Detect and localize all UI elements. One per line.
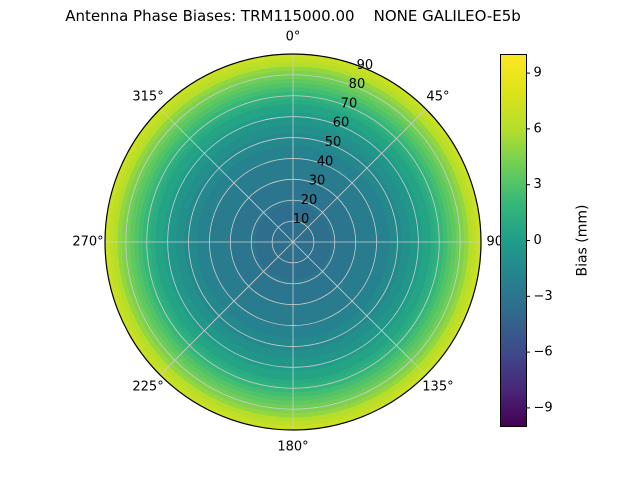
colorbar-tick-label: 3 <box>534 177 542 192</box>
polar-outline <box>104 53 482 431</box>
theta-tick-label: 270° <box>72 235 103 250</box>
colorbar-bar <box>500 54 527 427</box>
colorbar: 9 6 3 0 −3 −6 −9 Bias (mm) <box>500 54 591 427</box>
colorbar-tick-label: −3 <box>534 289 553 304</box>
radius-tick-label: 80 <box>349 77 366 92</box>
radius-tick-label: 40 <box>317 154 334 169</box>
radius-tick-label: 20 <box>301 193 318 208</box>
theta-tick-label: 0° <box>286 30 301 45</box>
theta-tick-label: 45° <box>426 90 449 105</box>
theta-tick-label: 225° <box>132 379 163 394</box>
radius-tick-label: 50 <box>325 135 342 150</box>
colorbar-tick-label: −9 <box>534 400 553 415</box>
radius-tick-label: 30 <box>309 174 326 189</box>
colorbar-tick-label: 0 <box>534 233 542 248</box>
theta-gridline <box>292 108 427 243</box>
theta-tick-label: 315° <box>132 90 163 105</box>
colorbar-tick-label: 9 <box>534 66 542 81</box>
radius-tick-label: 60 <box>333 116 350 131</box>
theta-gridline <box>159 241 294 376</box>
theta-gridline <box>159 108 294 243</box>
colorbar-axis-label: Bias (mm) <box>575 204 591 276</box>
theta-tick-label: 135° <box>422 379 453 394</box>
polar-grid <box>104 53 482 431</box>
radius-tick-label: 10 <box>293 212 310 227</box>
theta-gridline <box>292 241 427 376</box>
colorbar-tick-label: 6 <box>534 121 542 136</box>
chart-title: Antenna Phase Biases: TRM115000.00 NONE … <box>65 7 521 25</box>
theta-tick-labels: 0°45°90°135°180°225°270°315° <box>72 30 509 455</box>
radius-tick-label: 70 <box>341 96 358 111</box>
radius-tick-labels: 10 20 30 40 50 60 70 80 90 <box>293 58 373 227</box>
theta-tick-label: 180° <box>277 440 308 455</box>
colorbar-tick-label: −6 <box>534 345 553 360</box>
radius-tick-label: 90 <box>357 58 374 73</box>
colorbar-ticks: 9 6 3 0 −3 −6 −9 <box>526 66 553 415</box>
